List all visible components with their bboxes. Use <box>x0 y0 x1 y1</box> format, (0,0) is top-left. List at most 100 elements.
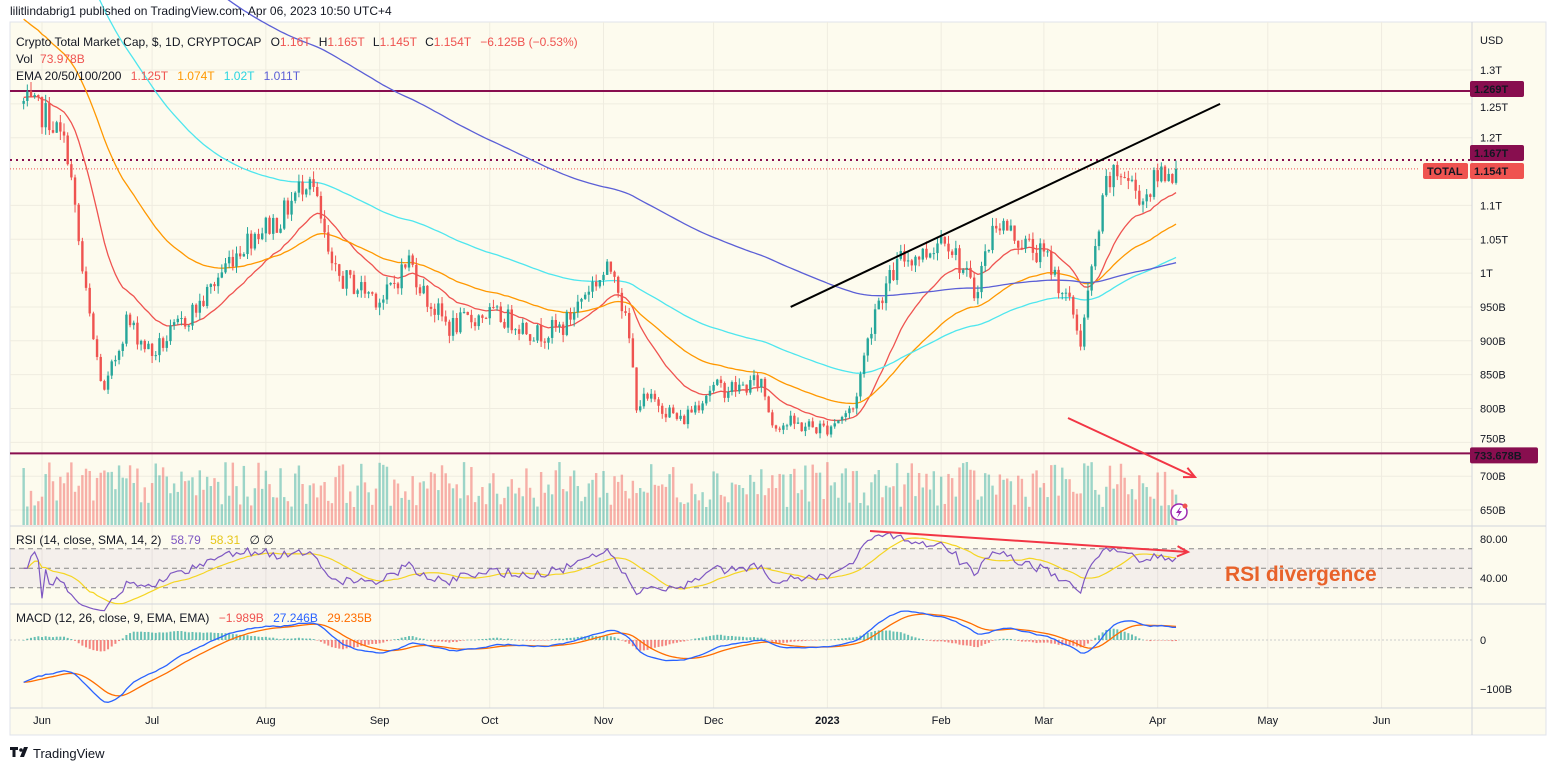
macd-histogram-bar <box>70 639 73 640</box>
candle-body <box>374 293 378 308</box>
macd-histogram-bar <box>587 636 590 640</box>
volume-bar <box>877 470 880 525</box>
macd-histogram-bar <box>286 638 289 640</box>
candle-body <box>796 422 800 424</box>
volume-bar <box>29 490 33 525</box>
macd-histogram-bar <box>1164 640 1167 641</box>
volume-bar <box>756 494 759 525</box>
macd-histogram-bar <box>940 640 943 642</box>
candle-body <box>605 261 609 275</box>
candle-body <box>903 251 906 262</box>
macd-histogram-bar <box>496 637 499 640</box>
macd-histogram-bar <box>653 640 656 648</box>
candle-body <box>1079 330 1082 347</box>
candle-body <box>510 309 513 331</box>
volume-bar <box>727 502 730 525</box>
macd-histogram-bar <box>763 638 766 640</box>
macd-histogram-bar <box>536 640 539 641</box>
volume-bar <box>1020 478 1024 525</box>
volume-bar <box>81 475 84 525</box>
price-axis[interactable]: USD 1.3T 1.25T 1.2T 1.1T 1.05T 1T 950B 900B 850B 8… <box>1423 35 1538 696</box>
volume-bar <box>506 486 510 525</box>
candle-body <box>77 204 80 242</box>
candle-body <box>1145 194 1148 202</box>
volume-bar <box>539 472 543 525</box>
volume-bar <box>646 492 649 525</box>
candle-body <box>855 396 858 409</box>
volume-bar <box>995 494 998 525</box>
volume-bar <box>374 488 378 525</box>
candle-body <box>620 292 624 312</box>
candle-body <box>921 248 924 260</box>
macd-histogram-bar <box>272 637 275 640</box>
candle-body <box>382 299 385 303</box>
candle-body <box>892 270 895 281</box>
volume-bar <box>341 464 345 525</box>
volume-bar <box>1031 473 1035 525</box>
time-tick-label: Jul <box>145 715 159 727</box>
volume-bar <box>1013 504 1016 525</box>
volume-bar <box>657 485 660 525</box>
candle-body <box>418 287 422 294</box>
macd-histogram-bar <box>719 634 722 640</box>
candle-body <box>848 408 851 414</box>
time-tick-label: Jun <box>33 715 51 727</box>
macd-histogram-bar <box>1002 638 1005 640</box>
published-line: lilitlindabrig1 published on TradingView… <box>10 4 392 18</box>
price-tick-label: 1.1T <box>1480 200 1502 212</box>
candle-body <box>881 300 884 304</box>
rsi-divergence-annotation[interactable]: RSI divergence <box>1225 563 1377 586</box>
candle-body <box>1002 220 1005 231</box>
candle-body <box>1171 173 1174 183</box>
candle-body <box>257 233 260 240</box>
candle-body <box>818 423 822 434</box>
candle-body <box>1042 243 1046 252</box>
candle-body <box>238 253 242 257</box>
macd-histogram-bar <box>760 637 763 640</box>
macd-histogram-bar <box>191 631 194 640</box>
volume-bar <box>1097 494 1101 525</box>
macd-histogram-bar <box>1149 640 1152 642</box>
macd-histogram-bar <box>540 640 543 641</box>
volume-bar <box>1130 489 1134 525</box>
price-down-arrow <box>1067 417 1196 478</box>
rsi-label: RSI (14, close, SMA, 14, 2) <box>16 533 161 547</box>
macd-histogram-bar <box>903 633 906 640</box>
candle-body <box>81 241 84 272</box>
candle-body <box>26 91 29 101</box>
volume-bar <box>749 474 752 525</box>
volume-bar <box>378 462 381 525</box>
macd-histogram-bar <box>1013 639 1016 641</box>
lightning-icon[interactable] <box>1170 503 1188 521</box>
candle-body <box>470 314 473 323</box>
drawings[interactable] <box>790 102 1221 558</box>
time-axis[interactable]: Jun Jul Aug Sep Oct Nov Dec 2023 Feb Mar Apr May Jun <box>33 715 1390 727</box>
candle-body <box>697 405 701 411</box>
candle-body <box>404 264 407 268</box>
price-levels[interactable] <box>10 89 1472 455</box>
candle-body <box>613 271 616 277</box>
candle-body <box>624 311 627 314</box>
macd-histogram-bar <box>279 639 282 640</box>
rsi-tick-label: 80.00 <box>1480 534 1508 546</box>
volume-bar <box>848 502 851 525</box>
candle-body <box>261 233 264 240</box>
volume-bar <box>62 483 66 525</box>
macd-histogram-bar <box>1119 630 1122 640</box>
macd-histogram-bar <box>899 632 902 640</box>
volume-bar <box>393 479 396 525</box>
volume-bar <box>745 494 748 525</box>
volume-bar <box>532 497 535 525</box>
volume-bar <box>495 493 499 525</box>
macd-histogram-bar <box>697 638 700 640</box>
candle-body <box>1163 166 1167 182</box>
macd-histogram-bar <box>929 640 932 641</box>
macd-histogram-bar <box>88 640 91 649</box>
candle-body <box>488 307 491 319</box>
macd-histogram-bar <box>620 640 623 641</box>
volume-bar <box>84 468 88 525</box>
macd-histogram-bar <box>635 640 638 650</box>
close-value: 1.154T <box>434 35 472 49</box>
tradingview-logo[interactable]: TradingView <box>10 746 105 761</box>
